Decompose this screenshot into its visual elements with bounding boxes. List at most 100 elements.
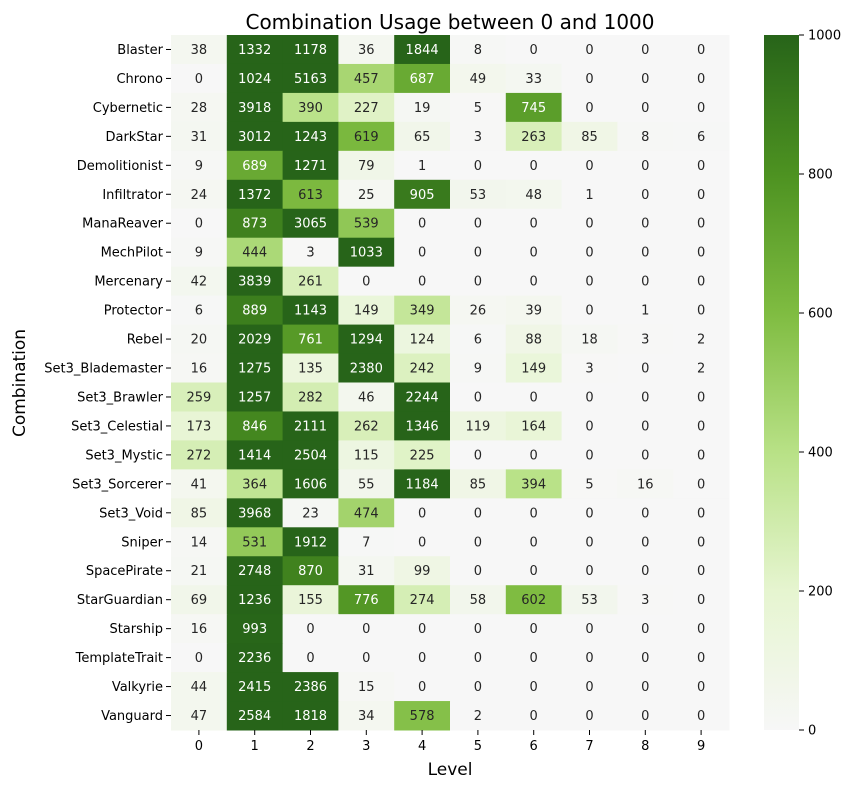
cell-value-label: 0 [697, 304, 705, 319]
heatmap-cell [617, 63, 674, 94]
cell-value-label: 2 [697, 362, 705, 377]
heatmap-cell [226, 469, 284, 499]
cell-value-label: 0 [585, 419, 593, 434]
heatmap-cell [171, 672, 228, 702]
heatmap-cell [226, 63, 284, 94]
cell-value-label: 0 [585, 709, 593, 724]
heatmap-cell [338, 295, 395, 326]
colorbar-tick-label: 0 [808, 724, 816, 739]
cell-value-label: 85 [191, 506, 208, 521]
y-tick-label: SpacePirate [86, 564, 163, 579]
y-tick-label: Vanguard [101, 709, 163, 724]
cell-value-label: 531 [242, 535, 267, 550]
cell-value-label: 905 [410, 188, 435, 203]
heatmap-cell [338, 92, 395, 123]
heatmap-cell [226, 92, 284, 123]
heatmap-cell [338, 266, 395, 297]
colorbar: 0 200 400 600 800 1000 [764, 29, 841, 739]
cell-value-label: 0 [418, 651, 426, 666]
heatmap-cell [505, 295, 563, 326]
heatmap-cell [673, 353, 730, 383]
cell-value-label: 0 [585, 101, 593, 116]
y-tick-label: Set3_Brawler [77, 390, 164, 405]
heatmap-cell [673, 266, 730, 297]
heatmap-cell [171, 469, 228, 499]
cell-value-label: 53 [581, 593, 598, 608]
cell-value-label: 1414 [238, 448, 271, 463]
cell-value-label: 115 [354, 448, 379, 463]
cell-value-label: 0 [585, 217, 593, 232]
cell-value-label: 0 [585, 535, 593, 550]
cell-value-label: 225 [410, 448, 435, 463]
heatmap-cell [226, 498, 284, 528]
heatmap-cell [617, 353, 674, 383]
heatmap-cell [171, 643, 228, 673]
cell-value-label: 394 [521, 477, 546, 492]
chart-title: Combination Usage between 0 and 1000 [245, 10, 654, 34]
heatmap-cell [171, 266, 228, 297]
y-tick-label: MechPilot [101, 246, 163, 261]
cell-value-label: 0 [641, 622, 649, 637]
cell-value-label: 23 [302, 506, 319, 521]
cell-value-label: 1243 [294, 130, 327, 145]
heatmap-cell [450, 150, 507, 181]
cell-value-label: 227 [354, 101, 379, 116]
heatmap-cell [338, 353, 395, 383]
heatmap-cell [505, 324, 563, 355]
heatmap-cell [673, 527, 730, 557]
heatmap-cell [282, 527, 339, 557]
heatmap-cell [226, 672, 284, 702]
heatmap-cell [394, 382, 451, 412]
heatmap-cell [673, 179, 730, 210]
cell-value-label: 0 [418, 535, 426, 550]
cell-value-label: 0 [585, 72, 593, 87]
cell-value-label: 2584 [238, 709, 271, 724]
heatmap-cell [450, 614, 507, 644]
heatmap-cell [673, 35, 730, 65]
cell-value-label: 1257 [238, 390, 271, 405]
heatmap-cell [450, 237, 507, 268]
heatmap-cell [617, 92, 674, 123]
heatmap-cell [617, 672, 674, 702]
heatmap-cell [226, 179, 284, 210]
cell-value-label: 1912 [294, 535, 327, 550]
heatmap-cell [617, 701, 674, 731]
cell-value-label: 124 [410, 333, 435, 348]
cell-value-label: 47 [191, 709, 208, 724]
cell-value-label: 0 [641, 390, 649, 405]
y-tick-label: Demolitionist [77, 159, 163, 174]
cell-value-label: 259 [186, 390, 211, 405]
heatmap-cell [561, 353, 618, 383]
cell-value-label: 3839 [238, 275, 271, 290]
heatmap-cell [171, 556, 228, 586]
cell-value-label: 0 [530, 651, 538, 666]
cell-value-label: 2386 [294, 680, 327, 695]
cell-value-label: 0 [585, 506, 593, 521]
heatmap-cell [561, 527, 618, 557]
cell-value-label: 0 [697, 506, 705, 521]
cell-value-label: 0 [530, 709, 538, 724]
heatmap-cell [450, 672, 507, 702]
cell-value-label: 0 [585, 390, 593, 405]
heatmap-cell [282, 701, 339, 731]
heatmap-cell [673, 92, 730, 123]
heatmap-cell [394, 179, 451, 210]
heatmap-cell [394, 469, 451, 499]
heatmap-cell [338, 382, 395, 412]
heatmap-cell [617, 469, 674, 499]
cell-value-label: 3 [641, 333, 649, 348]
cell-value-label: 539 [354, 217, 379, 232]
heatmap-cell [338, 35, 395, 65]
heatmap-cell [226, 527, 284, 557]
heatmap-cell [282, 121, 339, 152]
cell-value-label: 2748 [238, 564, 271, 579]
cell-value-label: 24 [191, 188, 208, 203]
cell-value-label: 16 [191, 362, 208, 377]
cell-value-label: 0 [697, 651, 705, 666]
cell-value-label: 0 [641, 535, 649, 550]
cell-value-label: 282 [298, 390, 323, 405]
heatmap-cell [561, 179, 618, 210]
cell-value-label: 0 [641, 43, 649, 58]
cell-value-label: 0 [697, 275, 705, 290]
y-tick-label: Set3_Blademaster [44, 362, 163, 377]
